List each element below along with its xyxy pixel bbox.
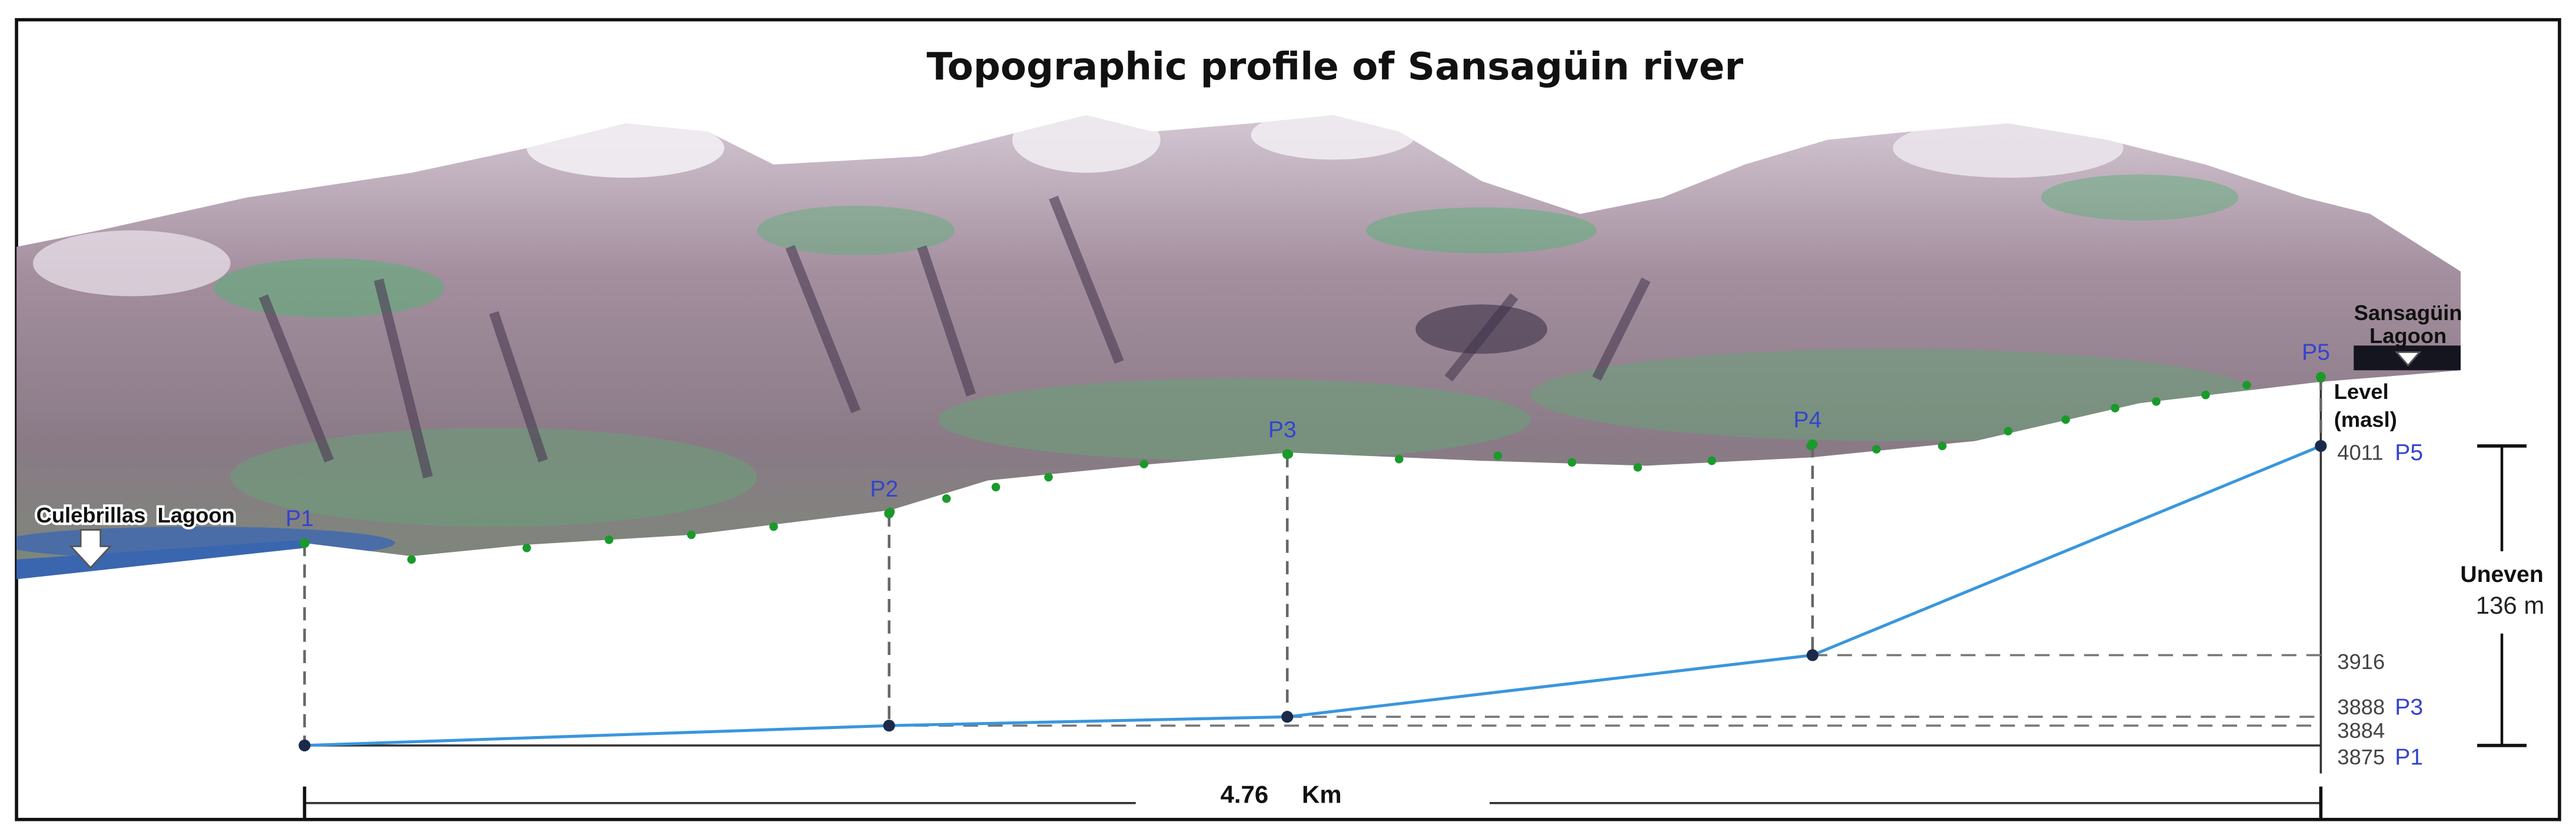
profile-point [1281,711,1294,723]
point-label: P5 [2302,340,2330,365]
place-label: Sansagüin [2354,301,2462,325]
terrain-dot [522,544,531,553]
terrain-dot [2003,427,2013,436]
y-axis-label: Level [2334,380,2389,404]
y-tick-label: 3884 [2337,718,2385,743]
terrain-dot [991,482,1001,492]
arrow [69,529,112,569]
terrain-dot [1707,456,1716,465]
terrain-dot [1044,472,1053,482]
place-label: Culebrillas Lagoon [36,503,235,527]
terrain-dot [2152,397,2161,406]
terrain-dot [604,535,614,544]
y-axis-label: (masl) [2334,408,2397,432]
place-label-halo: Culebrillas Lagoon [36,503,235,527]
terrain-dot [2242,381,2251,390]
y-tick-label: 3888 [2337,695,2385,719]
terrain-point [1282,449,1292,460]
terrain-dot [2061,415,2070,424]
profile-point [298,739,311,751]
terrain-point [300,538,310,548]
y-tick-label: 3916 [2337,650,2385,674]
profile-point [2315,440,2327,452]
terrain-dot [1937,441,1947,451]
terrain-dot [942,494,951,503]
place-label: Lagoon [2369,324,2447,348]
terrain-dot [2201,390,2210,400]
distance-unit: Km [1302,781,1342,808]
terrain-dot [1872,445,1881,454]
point-label: P4 [1793,407,1822,432]
terrain-point [1807,439,1818,450]
terrain-dot [1567,458,1577,467]
terrain-point [884,508,895,518]
terrain-dot [769,522,778,531]
point-label: P1 [285,506,314,531]
terrain-dot [1395,455,1404,464]
y-tick-label: 3875 [2337,745,2385,769]
terrain-dot [407,555,416,564]
terrain-dot [1633,462,1643,472]
level-point-label: P3 [2395,695,2423,720]
point-label: P2 [870,477,898,502]
range-label: Uneven [2460,562,2543,587]
title: Topographic profile of Sansagüin river [926,45,1743,89]
arrow [2394,351,2422,367]
terrain-dot [2110,404,2120,412]
level-point-label: P5 [2395,440,2423,465]
terrain-point [2316,372,2326,382]
terrain-dot [687,530,696,540]
range-value: 136 m [2476,591,2545,619]
lagoon [16,540,305,580]
y-tick-label: 4011 [2337,440,2383,464]
distance-value: 4.76 [1221,781,1269,808]
profile-point [883,720,895,732]
point-label: P3 [1268,417,1297,442]
terrain-dot [1493,451,1503,460]
level-point-label: P1 [2395,745,2423,770]
terrain-dot [1139,460,1149,468]
profile-point [1806,649,1819,661]
